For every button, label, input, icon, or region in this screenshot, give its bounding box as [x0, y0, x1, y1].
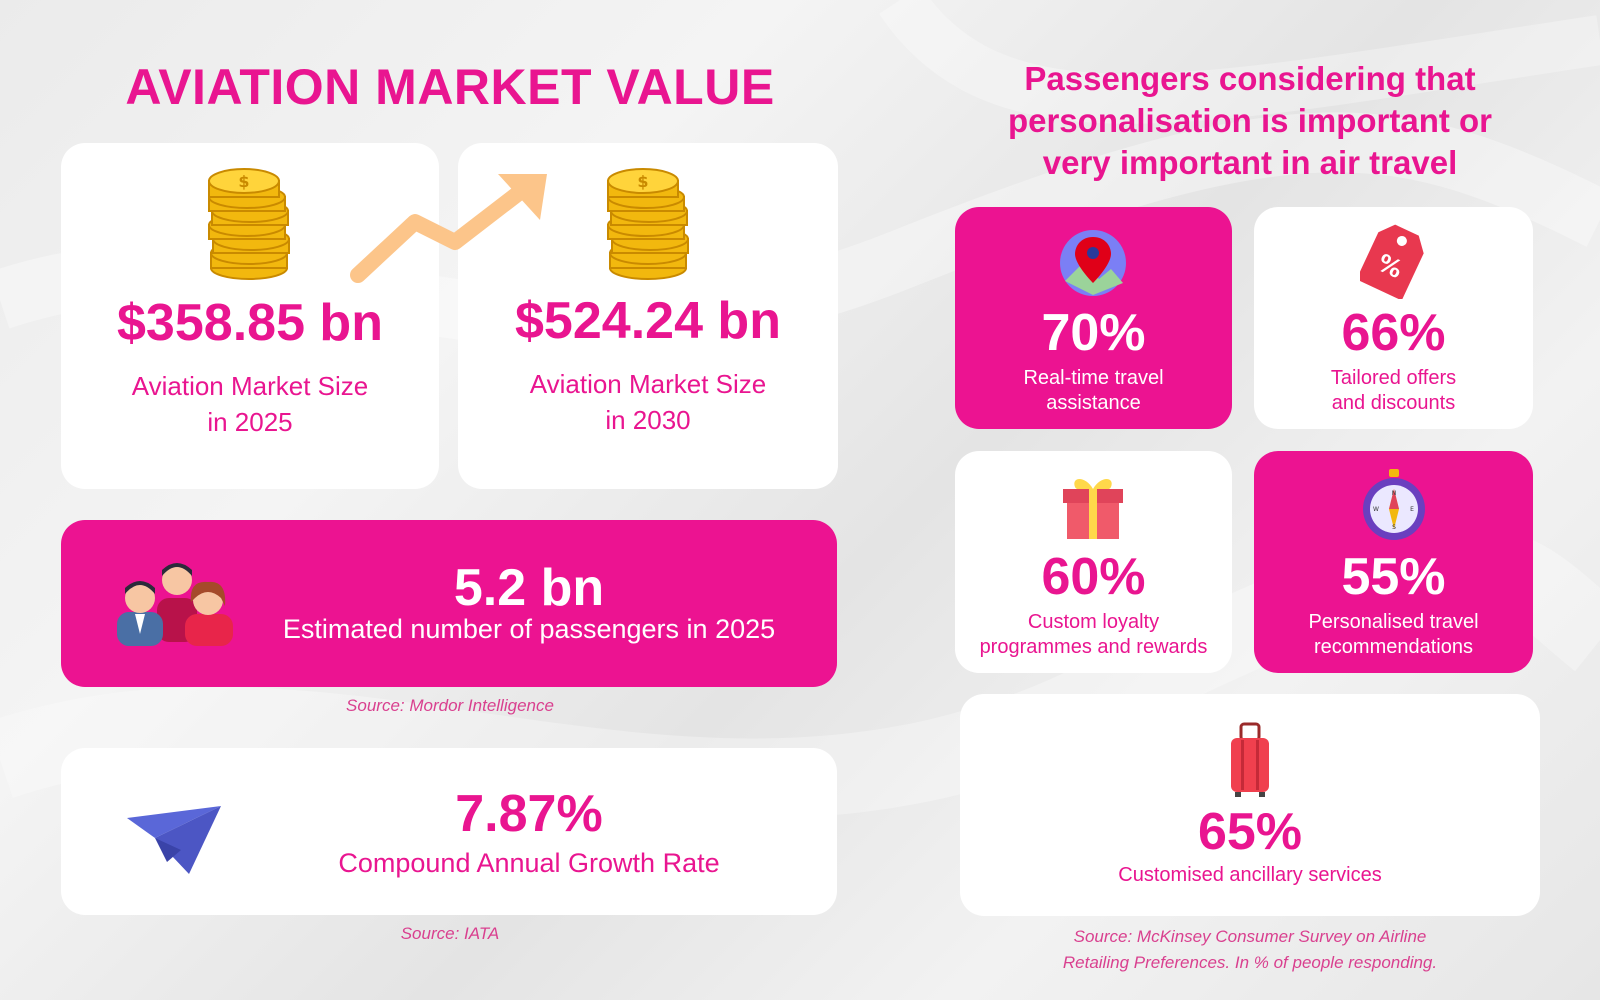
stat-label-line1: Customised ancillary services: [1118, 864, 1382, 886]
source-mordor: Source: Mordor Intelligence: [346, 696, 554, 715]
svg-text:W: W: [1373, 506, 1379, 513]
trend-up-arrow-icon: [350, 174, 547, 283]
cagr-label: Compound Annual Growth Rate: [338, 848, 720, 878]
market-size-2025-value: $358.85 bn: [117, 294, 383, 352]
market-size-2030-label-line1: Aviation Market Size: [529, 369, 767, 399]
personalisation-title-line3: very important in air travel: [1042, 144, 1458, 181]
stat-card-tailored-offers: % 66% Tailored offers and discounts: [1254, 207, 1533, 429]
market-size-2030-label-line2: in 2030: [605, 405, 691, 435]
svg-text:$: $: [637, 172, 648, 191]
stat-label-line2: and discounts: [1331, 392, 1456, 414]
stat-label-line2: recommendations: [1314, 636, 1473, 658]
cagr-card: 7.87% Compound Annual Growth Rate: [61, 748, 837, 915]
stat-label-line1: Real-time travel: [1023, 367, 1164, 389]
stat-label-line2: programmes and rewards: [979, 636, 1208, 658]
passengers-label: Estimated number of passengers in 2025: [282, 614, 776, 644]
stat-percent: 66%: [1341, 304, 1446, 362]
map-pin-icon: [1060, 230, 1126, 296]
gift-box-icon: [1063, 479, 1123, 539]
market-size-2030-value: $524.24 bn: [515, 292, 781, 350]
source-iata: Source: IATA: [400, 924, 500, 943]
stat-card-ancillary-services: 65% Customised ancillary services: [960, 694, 1540, 916]
aviation-market-title: AVIATION MARKET VALUE: [125, 59, 775, 115]
source-mckinsey: Source: McKinsey Consumer Survey on Airl…: [960, 924, 1540, 976]
source-mckinsey-line2: Retailing Preferences. In % of people re…: [1062, 953, 1438, 972]
stat-label-line2: assistance: [1046, 392, 1141, 414]
stat-label-line1: Tailored offers: [1330, 367, 1457, 389]
paper-plane-icon: [127, 806, 221, 874]
passengers-card: 5.2 bn Estimated number of passengers in…: [61, 520, 837, 687]
discount-tag-icon: %: [1360, 224, 1424, 299]
market-size-2025-card: $ $358.85 bn Aviation Market Size in 202…: [61, 143, 439, 489]
cagr-value: 7.87%: [455, 785, 603, 843]
stat-card-real-time-assistance: 70% Real-time travel assistance: [955, 207, 1232, 429]
coin-stack-icon: $: [607, 168, 689, 280]
stat-percent: 70%: [1041, 304, 1146, 362]
coin-stack-icon: $: [208, 168, 290, 280]
svg-text:$: $: [238, 172, 249, 191]
people-group-icon: [117, 563, 233, 646]
stat-card-personalised-recommendations: N S W E 55% Personalised travel recommen…: [1254, 451, 1533, 673]
passengers-value: 5.2 bn: [453, 559, 605, 617]
stat-percent: 60%: [1041, 548, 1146, 606]
stat-label-line1: Personalised travel: [1308, 611, 1479, 633]
svg-text:N: N: [1392, 490, 1397, 497]
market-size-2025-label-line1: Aviation Market Size: [131, 371, 369, 401]
market-size-2025-label-line2: in 2025: [207, 407, 293, 437]
personalisation-title-line1: Passengers considering that: [1024, 60, 1476, 97]
svg-text:E: E: [1410, 506, 1414, 513]
stat-percent: 55%: [1341, 548, 1446, 606]
svg-text:S: S: [1392, 524, 1396, 531]
personalisation-title: Passengers considering that personalisat…: [940, 58, 1560, 184]
source-mckinsey-line1: Source: McKinsey Consumer Survey on Airl…: [1073, 927, 1427, 946]
suitcase-icon: [1231, 722, 1269, 797]
personalisation-title-line2: personalisation is important or: [1007, 102, 1493, 139]
stat-label-line1: Custom loyalty: [1027, 611, 1160, 633]
stat-card-custom-loyalty: 60% Custom loyalty programmes and reward…: [955, 451, 1232, 673]
compass-icon: N S W E: [1363, 469, 1425, 540]
stat-percent: 65%: [1197, 803, 1303, 861]
